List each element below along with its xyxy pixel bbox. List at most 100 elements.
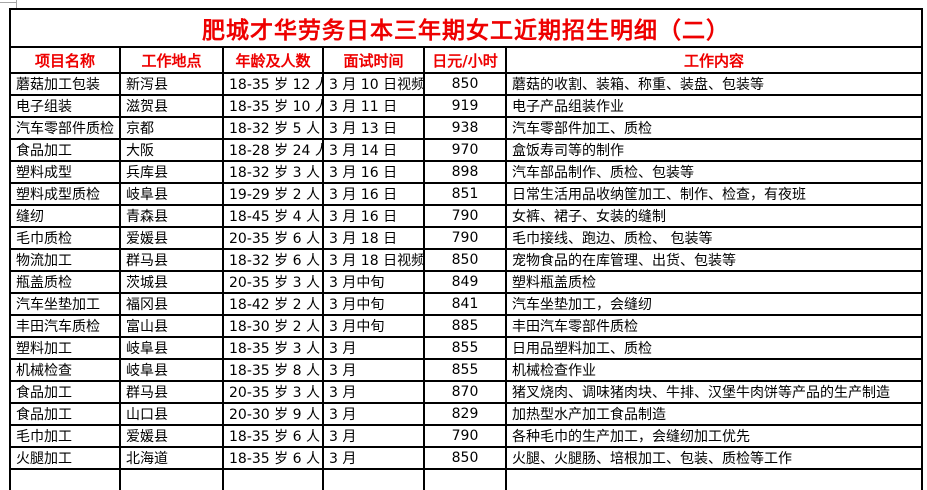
cell-project-name: 毛巾加工: [9, 424, 121, 448]
cell-hourly-wage-jpy: 790: [423, 226, 507, 250]
empty-cell: [119, 468, 224, 490]
cell-age-and-count: 20-35 岁 3 人: [222, 380, 324, 404]
cell-age-and-count: 18-35 岁 8 人: [222, 358, 324, 382]
cell-job-description: 汽车坐垫加工，会缝纫: [504, 292, 924, 316]
cell-hourly-wage-jpy: 850: [423, 248, 507, 272]
cell-work-location: 大阪: [119, 138, 224, 162]
cell-work-location: 岐阜县: [119, 182, 224, 206]
title-row: 肥城才华劳务日本三年期女工近期招生明细（二）: [8, 8, 924, 48]
cell-work-location: 兵库县: [119, 160, 224, 184]
cell-job-description: 汽车部品制作、质检、包装等: [504, 160, 924, 184]
cell-interview-time: 3 月 16 日: [322, 204, 425, 228]
column-header-age-and-count: 年龄及人数: [222, 46, 324, 74]
cell-age-and-count: 18-35 岁 6 人: [222, 446, 324, 470]
cell-age-and-count: 18-35 岁 6 人: [222, 424, 324, 448]
cell-hourly-wage-jpy: 885: [423, 314, 507, 338]
cell-interview-time: 3 月: [322, 336, 425, 360]
cell-work-location: 新泻县: [119, 72, 224, 96]
column-header-hourly-wage-jpy: 日元/小时: [423, 46, 507, 74]
cell-work-location: 山口县: [119, 402, 224, 426]
cell-age-and-count: 18-35 岁 12 人: [222, 72, 324, 96]
cell-job-description: 宠物食品的在库管理、出货、包装等: [504, 248, 924, 272]
cell-project-name: 塑料成型质检: [9, 182, 121, 206]
cell-job-description: 电子产品组装作业: [504, 94, 924, 118]
cell-age-and-count: 18-35 岁 3 人: [222, 336, 324, 360]
cell-job-description: 毛巾接线、跑边、质检、 包装等: [504, 226, 924, 250]
cell-work-location: 茨城县: [119, 270, 224, 294]
cell-work-location: 岐阜县: [119, 358, 224, 382]
cell-interview-time: 3 月 11 日: [322, 94, 425, 118]
cell-age-and-count: 18-30 岁 2 人: [222, 314, 324, 338]
cell-interview-time: 3 月 18 日视频: [322, 248, 425, 272]
cell-job-description: 盒饭寿司等的制作: [504, 138, 924, 162]
cell-project-name: 物流加工: [9, 248, 121, 272]
cell-hourly-wage-jpy: 855: [423, 358, 507, 382]
cell-interview-time: 3 月中旬: [322, 292, 425, 316]
cell-job-description: 火腿、火腿肠、培根加工、包装、质检等工作: [504, 446, 924, 470]
cell-interview-time: 3 月: [322, 424, 425, 448]
cell-project-name: 机械检查: [9, 358, 121, 382]
cell-interview-time: 3 月 16 日: [322, 160, 425, 184]
cell-interview-time: 3 月: [322, 358, 425, 382]
cell-work-location: 富山县: [119, 314, 224, 338]
cell-interview-time: 3 月: [322, 402, 425, 426]
cell-job-description: 各种毛巾的生产加工，会缝纫加工优先: [504, 424, 924, 448]
gridline-artifact-vertical: [16, 0, 17, 8]
cell-work-location: 爱媛县: [119, 424, 224, 448]
cell-work-location: 群马县: [119, 380, 224, 404]
cell-project-name: 火腿加工: [9, 446, 121, 470]
cell-age-and-count: 20-30 岁 9 人: [222, 402, 324, 426]
cell-interview-time: 3 月 16 日: [322, 182, 425, 206]
recruitment-table: 肥城才华劳务日本三年期女工近期招生明细（二） 项目名称 工作地点 年龄及人数 面试时间…: [8, 8, 924, 490]
cell-job-description: 日用品塑料加工、质检: [504, 336, 924, 360]
cell-job-description: 汽车零部件加工、质检: [504, 116, 924, 140]
cell-work-location: 京都: [119, 116, 224, 140]
column-header-work-location: 工作地点: [119, 46, 224, 74]
cell-age-and-count: 18-42 岁 2 人: [222, 292, 324, 316]
cell-project-name: 塑料成型: [9, 160, 121, 184]
cell-project-name: 塑料加工: [9, 336, 121, 360]
cell-job-description: 机械检查作业: [504, 358, 924, 382]
header-row: 项目名称 工作地点 年龄及人数 面试时间 日元/小时 工作内容: [9, 46, 924, 74]
cell-job-description: 塑料瓶盖质检: [504, 270, 924, 294]
cell-hourly-wage-jpy: 938: [423, 116, 507, 140]
cell-work-location: 岐阜县: [119, 336, 224, 360]
cell-project-name: 食品加工: [9, 138, 121, 162]
cell-hourly-wage-jpy: 898: [423, 160, 507, 184]
cell-interview-time: 3 月: [322, 380, 425, 404]
cell-work-location: 北海道: [119, 446, 224, 470]
cell-work-location: 爱媛县: [119, 226, 224, 250]
cell-interview-time: 3 月 10 日视频: [322, 72, 425, 96]
empty-cell: [322, 468, 425, 490]
cell-hourly-wage-jpy: 849: [423, 270, 507, 294]
cell-job-description: 猪叉烧肉、调味猪肉块、牛排、汉堡牛肉饼等产品的生产制造: [504, 380, 924, 404]
cell-interview-time: 3 月 14 日: [322, 138, 425, 162]
cell-hourly-wage-jpy: 970: [423, 138, 507, 162]
cell-age-and-count: 18-45 岁 4 人: [222, 204, 324, 228]
cell-project-name: 毛巾质检: [9, 226, 121, 250]
cell-job-description: 日常生活用品收纳筐加工、制作、检查，有夜班: [504, 182, 924, 206]
cell-job-description: 加热型水产加工食品制造: [504, 402, 924, 426]
cell-age-and-count: 18-32 岁 3 人: [222, 160, 324, 184]
cell-hourly-wage-jpy: 790: [423, 424, 507, 448]
cell-project-name: 食品加工: [9, 380, 121, 404]
column-header-job-description: 工作内容: [504, 46, 924, 74]
cell-hourly-wage-jpy: 851: [423, 182, 507, 206]
cell-work-location: 群马县: [119, 248, 224, 272]
cell-hourly-wage-jpy: 919: [423, 94, 507, 118]
cell-job-description: 丰田汽车零部件质检: [504, 314, 924, 338]
